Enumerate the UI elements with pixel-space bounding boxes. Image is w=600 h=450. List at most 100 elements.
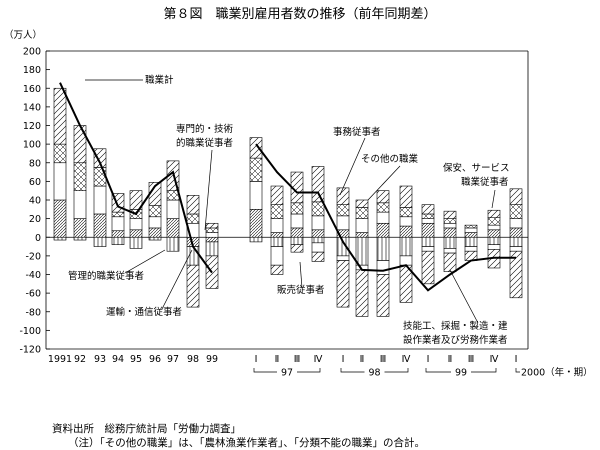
bar-segment: [443, 248, 457, 254]
x-tick-label: Ⅰ: [515, 354, 518, 365]
y-tick-label: 40: [29, 196, 41, 207]
bar-segment: [443, 210, 457, 219]
year-group-label: 98: [368, 368, 380, 379]
bar-segment: [443, 252, 457, 273]
bar-segment: [129, 229, 143, 238]
bar-segment: [73, 125, 87, 164]
bar-segment: [249, 181, 263, 210]
bar-segment: [399, 185, 413, 208]
bar-segment: [148, 236, 162, 241]
bar-segment: [73, 162, 87, 191]
bar-segment: [93, 213, 107, 238]
x-tick-label: Ⅱ: [448, 354, 453, 365]
bar-segment: [509, 250, 523, 299]
bar-segment: [53, 199, 67, 238]
bar-segment: [487, 244, 501, 250]
bar-segment: [93, 167, 107, 187]
bar-segment: [111, 216, 125, 232]
y-tick-label: 0: [35, 233, 41, 244]
bar-segment: [111, 211, 125, 218]
y-tick-label: 160: [23, 84, 41, 95]
bar-segment: [421, 204, 435, 215]
bar-segment: [421, 250, 435, 285]
bar-segment: [443, 222, 457, 229]
bar-segment: [290, 202, 304, 215]
bar-segment: [443, 236, 457, 249]
annot-clerical: 事務従事者: [333, 126, 381, 138]
bar-segment: [464, 224, 478, 229]
bar-segment: [249, 137, 263, 159]
bar-segment: [93, 236, 107, 247]
x-tick-label: Ⅲ: [468, 354, 475, 365]
y-tick-label: -40: [25, 270, 41, 281]
x-tick-label: Ⅰ: [427, 354, 430, 365]
bar-segment: [443, 218, 457, 224]
year-bracket: [297, 368, 321, 373]
annot-sales: 販売従事者: [277, 284, 325, 296]
bar-segment: [487, 217, 501, 226]
bar-segment: [148, 227, 162, 238]
source-note: 資料出所 総務庁統計局「労働力調査」: [52, 423, 241, 435]
bar-segment: [336, 260, 350, 308]
bar-segment: [93, 185, 107, 215]
bar-segment: [166, 236, 180, 252]
x-tick-label: 96: [149, 354, 161, 365]
bar-segment: [111, 236, 125, 245]
chart: 第８図 職業別雇用者数の推移（前年同期差） （万人） -120 -100 -80 -6…: [4, 6, 593, 379]
bar-segment: [73, 218, 87, 238]
bar-segment: [205, 241, 219, 257]
bar-segment: [311, 236, 325, 244]
bar-segment: [270, 204, 284, 219]
annot-total: 職業計: [145, 74, 174, 86]
bar-segment: [311, 251, 325, 262]
bar-segment: [464, 227, 478, 233]
bar-segment: [129, 190, 143, 210]
bar-segment: [311, 166, 325, 203]
bar-segment: [311, 201, 325, 217]
last-period-label: 2000（年・期）: [521, 367, 593, 379]
annot-other: その他の職業: [361, 153, 419, 165]
year-group-label: 97: [281, 368, 293, 379]
bar-segment: [53, 87, 67, 145]
bar-segment: [53, 236, 67, 241]
y-tick-label: -80: [25, 307, 41, 318]
bar-segment: [249, 209, 263, 238]
bar-segment: [487, 229, 501, 238]
bar-segment: [509, 236, 523, 247]
bar-segment: [205, 227, 219, 233]
bar-segment: [421, 246, 435, 252]
bar-segment: [148, 205, 162, 218]
y-tick-label: 200: [23, 47, 41, 58]
bar-segment: [186, 195, 200, 215]
bar-segment: [249, 157, 263, 182]
bar-segment: [376, 202, 390, 213]
year-bracket: [253, 368, 277, 373]
bar-segment: [355, 232, 369, 238]
bar-segment: [464, 236, 478, 247]
bar-segment: [93, 148, 107, 168]
x-tick-label: Ⅲ: [294, 354, 301, 365]
bar-segment: [186, 213, 200, 224]
annot-professional: 専門的・技術: [176, 123, 234, 135]
x-tick-label: Ⅳ: [490, 354, 499, 365]
bar-segment: [311, 229, 325, 238]
total-line-annual: [59, 82, 213, 274]
bar-segment: [464, 246, 478, 252]
bar-segment: [311, 215, 325, 231]
y-axis-unit: （万人）: [4, 29, 42, 41]
y-tick-label: -60: [25, 289, 41, 300]
bar-segment: [270, 218, 284, 233]
x-tick-label: Ⅰ: [255, 354, 258, 365]
year-group-label: 99: [455, 368, 467, 379]
y-tick-label: 60: [29, 177, 41, 188]
bar-segment: [290, 236, 304, 245]
bar-segment: [270, 232, 284, 238]
bar-segment: [205, 236, 219, 243]
bar-segment: [421, 218, 435, 224]
x-tick-label: 93: [94, 354, 106, 365]
x-tick-label: Ⅱ: [275, 354, 280, 365]
bar-segment: [509, 227, 523, 238]
annot-transport: 運輸・通信従事者: [106, 306, 182, 318]
bar-segment: [336, 255, 350, 261]
bar-segment: [166, 218, 180, 238]
